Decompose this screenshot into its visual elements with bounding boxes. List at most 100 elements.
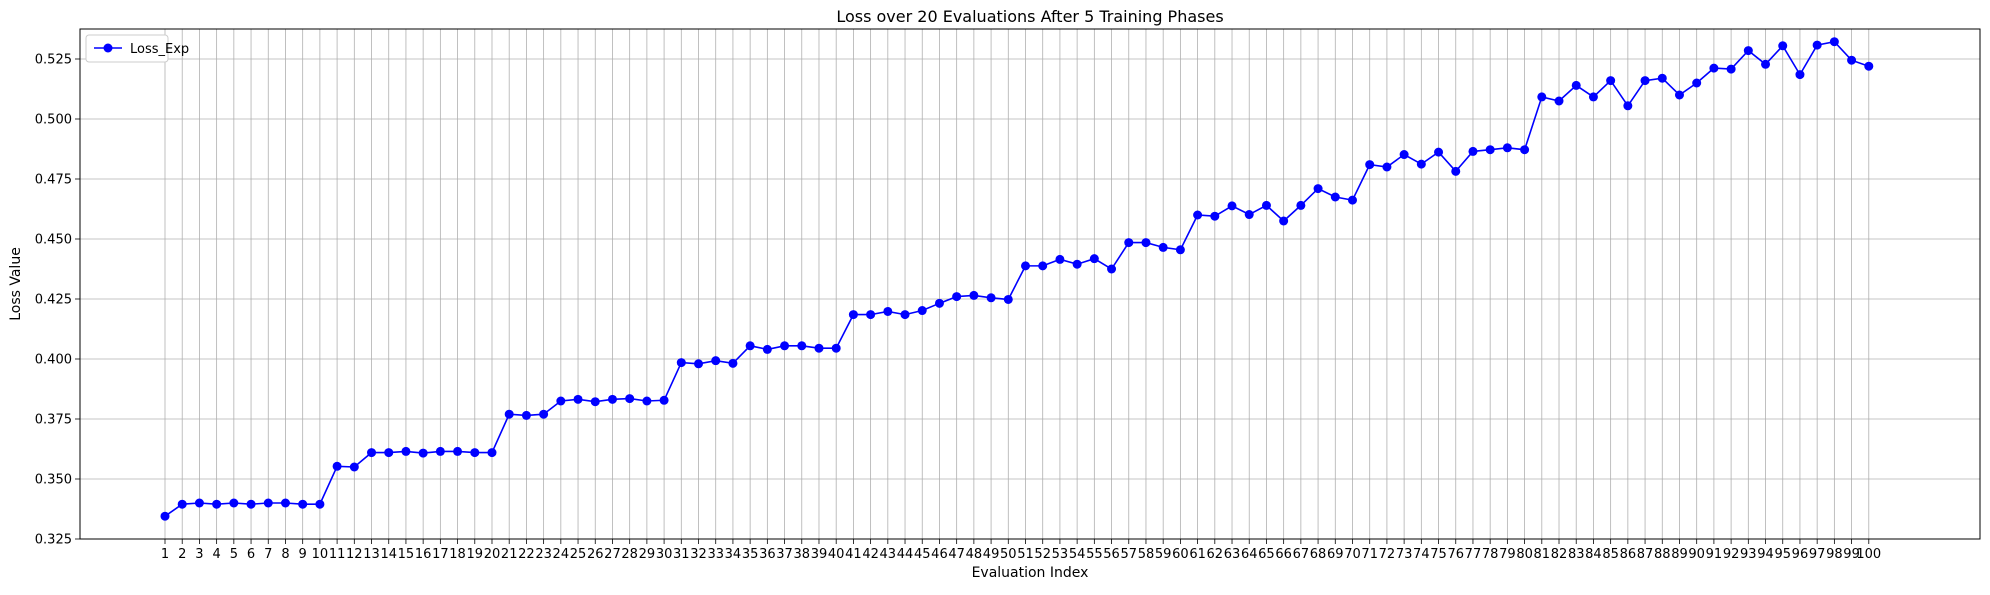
x-tick-label: 58 xyxy=(1138,547,1155,562)
y-tick-label: 0.500 xyxy=(35,113,72,128)
data-point-marker xyxy=(1347,195,1357,205)
x-tick-label: 28 xyxy=(621,547,638,562)
data-series xyxy=(160,37,1874,521)
x-tick-label: 5 xyxy=(230,547,238,562)
x-tick-label: 11 xyxy=(329,547,346,562)
plot-area-frame xyxy=(79,28,1981,540)
legend: Loss_Exp xyxy=(85,34,189,63)
data-point-marker xyxy=(556,396,566,406)
data-point-marker xyxy=(573,394,583,404)
data-point-marker xyxy=(212,499,222,509)
y-tick-label: 0.425 xyxy=(35,293,72,308)
data-point-marker xyxy=(298,499,308,509)
chart-title: Loss over 20 Evaluations After 5 Trainin… xyxy=(836,7,1223,26)
x-tick-label: 9 xyxy=(299,547,307,562)
data-point-marker xyxy=(952,292,962,302)
x-tick-label: 31 xyxy=(673,547,690,562)
x-tick-label: 70 xyxy=(1344,547,1361,562)
x-tick-label: 97 xyxy=(1809,547,1826,562)
x-tick-label: 44 xyxy=(897,547,914,562)
x-tick-label: 40 xyxy=(828,547,845,562)
data-point-marker xyxy=(1571,80,1581,90)
data-point-marker xyxy=(642,396,652,406)
data-point-marker xyxy=(539,409,549,419)
data-point-marker xyxy=(969,290,979,300)
data-point-marker xyxy=(1520,145,1530,155)
data-point-marker xyxy=(728,358,738,368)
data-point-marker xyxy=(1227,201,1237,211)
data-point-marker xyxy=(866,310,876,320)
x-tick-label: 75 xyxy=(1430,547,1447,562)
x-tick-label: 71 xyxy=(1361,547,1378,562)
x-tick-label: 100 xyxy=(1856,547,1881,562)
x-tick-label: 93 xyxy=(1740,547,1757,562)
data-point-marker xyxy=(1829,37,1839,47)
data-point-marker xyxy=(694,359,704,369)
data-point-marker xyxy=(1124,238,1134,248)
data-point-marker xyxy=(194,498,204,508)
x-tick-label: 25 xyxy=(570,547,587,562)
series-line xyxy=(164,40,1870,517)
y-axis-label: Loss Value xyxy=(8,247,24,321)
x-tick-label: 55 xyxy=(1086,547,1103,562)
x-tick-label: 6 xyxy=(247,547,255,562)
data-point-marker xyxy=(1279,216,1289,226)
data-point-marker xyxy=(487,448,497,458)
data-point-marker xyxy=(332,461,342,471)
x-tick-label: 41 xyxy=(845,547,862,562)
x-tick-label: 16 xyxy=(415,547,432,562)
data-point-marker xyxy=(590,397,600,407)
x-tick-label: 3 xyxy=(195,547,203,562)
x-tick-label: 35 xyxy=(742,547,759,562)
x-tick-label: 59 xyxy=(1155,547,1172,562)
x-tick-label: 74 xyxy=(1413,547,1430,562)
x-tick-label: 68 xyxy=(1310,547,1327,562)
x-tick-label: 17 xyxy=(432,547,449,562)
data-point-marker xyxy=(1038,261,1048,271)
y-tick-label: 0.450 xyxy=(35,233,72,248)
data-point-marker xyxy=(1451,166,1461,176)
data-point-marker xyxy=(349,462,359,472)
x-tick-label: 73 xyxy=(1396,547,1413,562)
x-tick-label: 65 xyxy=(1258,547,1275,562)
data-point-marker xyxy=(917,306,927,316)
x-tick-label: 82 xyxy=(1551,547,1568,562)
data-point-marker xyxy=(900,310,910,320)
x-tick-label: 30 xyxy=(656,547,673,562)
x-tick-label: 77 xyxy=(1465,547,1482,562)
x-tick-label: 38 xyxy=(793,547,810,562)
x-tick-label: 56 xyxy=(1103,547,1120,562)
data-point-marker xyxy=(1709,63,1719,73)
data-point-marker xyxy=(780,341,790,351)
x-tick-label: 13 xyxy=(363,547,380,562)
x-tick-label: 26 xyxy=(587,547,604,562)
x-tick-label: 42 xyxy=(862,547,879,562)
legend-entry-label: Loss_Exp xyxy=(130,42,189,57)
x-tick-label: 51 xyxy=(1017,547,1034,562)
x-tick-label: 53 xyxy=(1052,547,1069,562)
data-point-marker xyxy=(607,394,617,404)
legend-box xyxy=(85,34,169,63)
data-point-marker xyxy=(883,306,893,316)
data-point-marker xyxy=(797,341,807,351)
y-tick-label: 0.525 xyxy=(35,53,72,68)
data-point-marker xyxy=(848,310,858,320)
data-point-marker xyxy=(1055,254,1065,264)
data-point-marker xyxy=(1726,64,1736,74)
data-point-marker xyxy=(1021,261,1030,271)
data-point-marker xyxy=(229,498,239,508)
data-point-marker xyxy=(470,448,480,458)
data-point-marker xyxy=(1107,264,1117,274)
x-tick-label: 62 xyxy=(1207,547,1224,562)
data-point-marker xyxy=(1365,160,1375,170)
data-point-marker xyxy=(1623,101,1633,111)
x-tick-label: 12 xyxy=(346,547,363,562)
data-point-marker xyxy=(1588,92,1598,102)
x-tick-label: 50 xyxy=(1000,547,1017,562)
x-tick-label: 91 xyxy=(1706,547,1723,562)
x-tick-label: 21 xyxy=(501,547,518,562)
data-point-marker xyxy=(1606,76,1616,86)
data-point-marker xyxy=(1812,40,1822,50)
x-tick-label: 87 xyxy=(1637,547,1654,562)
